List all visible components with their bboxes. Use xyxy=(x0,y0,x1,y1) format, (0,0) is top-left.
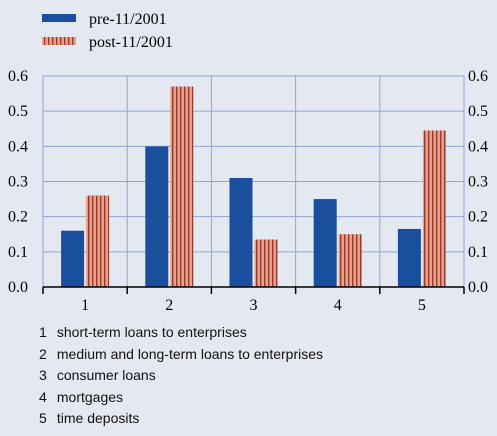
legend-swatch xyxy=(42,37,76,45)
y-tick-label-right: 0.1 xyxy=(468,244,488,261)
y-tick-label-left: 0.3 xyxy=(8,174,28,191)
category-note: 4 mortgages xyxy=(39,387,323,409)
y-tick-label-left: 0.2 xyxy=(8,209,28,226)
y-tick-label-left: 0.5 xyxy=(8,103,28,120)
plot-area: 1 2 3 4 5 0.0 0.0 0.1 0.1 0.2 0.2 0.3 0.3 0.4 0.4 0.5 0.… xyxy=(8,68,488,314)
legend-label: post-11/2001 xyxy=(89,34,173,51)
y-tick-label-right: 0.3 xyxy=(468,174,488,191)
legend-swatch xyxy=(42,14,76,22)
note-text: consumer loans xyxy=(56,367,156,383)
y-tick-label-left: 0.1 xyxy=(8,244,28,261)
bar-post-11-2001 xyxy=(170,86,194,287)
note-text: time deposits xyxy=(56,410,140,426)
category-note: 1 short-term loans to enterprises xyxy=(39,322,323,344)
note-number: 2 xyxy=(39,345,47,362)
x-tick-label: 5 xyxy=(418,297,426,314)
legend-label: pre-11/2001 xyxy=(89,11,167,28)
y-tick-label-right: 0.6 xyxy=(468,68,488,85)
y-tick-label-right: 0.2 xyxy=(468,209,488,226)
bar-pre-11-2001 xyxy=(145,146,169,287)
bar-pre-11-2001 xyxy=(397,228,421,287)
note-text: mortgages xyxy=(56,388,124,405)
x-tick-label: 1 xyxy=(81,297,89,314)
category-note: 2 medium and long-term loans to enterpri… xyxy=(39,344,323,366)
category-notes: 1 short-term loans to enterprises 2 medi… xyxy=(39,322,323,430)
bar-pre-11-2001 xyxy=(313,199,337,287)
bar-post-11-2001 xyxy=(338,234,362,287)
y-tick-label-left: 0.6 xyxy=(8,68,28,85)
category-note: 3 consumer loans xyxy=(39,365,323,387)
note-number: 3 xyxy=(39,367,47,383)
note-number: 4 xyxy=(39,388,47,405)
y-tick-label-right: 0.0 xyxy=(468,279,488,296)
x-tick-label: 2 xyxy=(165,297,173,314)
legend: pre-11/2001 post-11/2001 xyxy=(42,11,173,51)
note-number: 1 xyxy=(39,324,47,340)
note-text: medium and long-term loans to enterprise… xyxy=(56,345,324,362)
y-tick-label-left: 0.4 xyxy=(8,138,28,155)
y-tick-label-right: 0.4 xyxy=(468,138,488,155)
bar-post-11-2001 xyxy=(254,239,278,287)
bar-post-11-2001 xyxy=(86,195,110,287)
bar-pre-11-2001 xyxy=(61,230,85,287)
bar-post-11-2001 xyxy=(422,130,446,287)
x-tick-label: 4 xyxy=(334,297,342,314)
note-number: 5 xyxy=(39,410,47,426)
note-text: short-term loans to enterprises xyxy=(56,324,247,340)
y-tick-label-right: 0.5 xyxy=(468,103,488,120)
bar-pre-11-2001 xyxy=(229,177,253,287)
x-tick-label: 3 xyxy=(250,297,258,314)
category-note: 5 time deposits xyxy=(39,408,323,430)
y-tick-label-left: 0.0 xyxy=(8,279,28,296)
